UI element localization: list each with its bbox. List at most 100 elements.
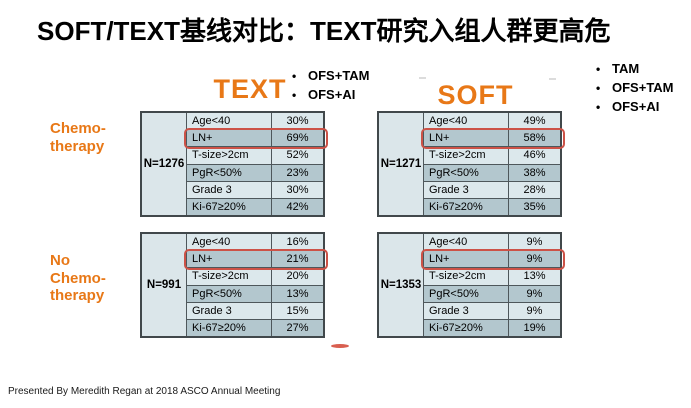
row-value: 13% bbox=[508, 268, 560, 285]
row-label: T-size>2cm bbox=[192, 149, 249, 162]
treatment-list-text: • OFS+TAM • OFS+AI bbox=[292, 66, 370, 104]
footer-credit: Presented By Meredith Regan at 2018 ASCO… bbox=[8, 386, 281, 397]
treatment-item: • OFS+AI bbox=[596, 97, 674, 116]
row-label: Grade 3 bbox=[192, 183, 232, 196]
table-row: Ki-67≥20% 35% bbox=[424, 197, 560, 216]
row-label: Ki-67≥20% bbox=[192, 321, 246, 334]
group-label-line: No bbox=[50, 252, 70, 269]
table-row: PgR<50% 9% bbox=[424, 284, 560, 302]
table-row: Ki-67≥20% 42% bbox=[187, 197, 323, 216]
table-row: Age<40 30% bbox=[187, 113, 323, 130]
n-label: N=1353 bbox=[379, 234, 424, 336]
group-label-line: Chemo- bbox=[50, 120, 106, 137]
row-value: 35% bbox=[508, 198, 560, 216]
table-row: LN+ 58% bbox=[421, 127, 565, 149]
row-label: T-size>2cm bbox=[429, 149, 486, 162]
n-label: N=1276 bbox=[142, 113, 187, 215]
row-value: 49% bbox=[508, 113, 560, 130]
table-row: T-size>2cm 52% bbox=[187, 146, 323, 164]
row-label: Ki-67≥20% bbox=[192, 200, 246, 213]
row-value: 30% bbox=[271, 113, 323, 130]
treatment-label: OFS+TAM bbox=[612, 80, 674, 95]
row-value: 21% bbox=[271, 251, 323, 268]
treatment-label: TAM bbox=[612, 61, 640, 76]
smudge-mark bbox=[419, 77, 426, 79]
row-value: 42% bbox=[271, 198, 323, 216]
row-value: 23% bbox=[271, 164, 323, 181]
row-value: 28% bbox=[508, 181, 560, 198]
row-value: 27% bbox=[271, 319, 323, 337]
row-label: Age<40 bbox=[429, 236, 468, 249]
table-soft-chemotherapy: N=1271 Age<40 49% LN+ 58% T-size>2cm 46% PgR<50… bbox=[377, 111, 565, 217]
row-label: T-size>2cm bbox=[192, 270, 249, 283]
row-value: 15% bbox=[271, 302, 323, 319]
row-value: 13% bbox=[271, 285, 323, 302]
row-value: 69% bbox=[271, 130, 323, 147]
row-value: 58% bbox=[508, 130, 560, 147]
table-rows: Age<40 9% LN+ 9% T-size>2cm 13% PgR<50% 9% Grade… bbox=[421, 234, 565, 337]
row-label: LN+ bbox=[192, 132, 213, 145]
row-label: PgR<50% bbox=[192, 166, 242, 179]
n-label: N=991 bbox=[142, 234, 187, 336]
table-row: Grade 3 15% bbox=[187, 301, 323, 319]
table-rows: Age<40 16% LN+ 21% T-size>2cm 20% PgR<50% 13% Gr… bbox=[184, 234, 328, 337]
row-label: PgR<50% bbox=[429, 166, 479, 179]
treatment-label: OFS+AI bbox=[612, 99, 660, 114]
treatment-label: OFS+AI bbox=[308, 87, 356, 102]
row-label: Grade 3 bbox=[429, 183, 469, 196]
table-rows: Age<40 49% LN+ 58% T-size>2cm 46% PgR<50% 38% Gr… bbox=[421, 113, 565, 216]
row-value: 9% bbox=[508, 251, 560, 268]
group-label-no-chemotherapy: No Chemo- therapy bbox=[50, 252, 106, 305]
table-row: Age<40 9% bbox=[424, 234, 560, 251]
treatment-label: OFS+TAM bbox=[308, 68, 370, 83]
row-value: 16% bbox=[271, 234, 323, 251]
bullet-icon: • bbox=[596, 80, 601, 95]
n-label: N=1271 bbox=[379, 113, 424, 215]
row-label: Ki-67≥20% bbox=[429, 321, 483, 334]
bullet-icon: • bbox=[596, 99, 601, 114]
treatment-item: • OFS+AI bbox=[292, 85, 370, 104]
table-row: T-size>2cm 46% bbox=[424, 146, 560, 164]
row-value: 38% bbox=[508, 164, 560, 181]
table-soft-no-chemotherapy: N=1353 Age<40 9% LN+ 9% T-size>2cm 13% PgR<50% 9… bbox=[377, 232, 565, 338]
row-value: 52% bbox=[271, 147, 323, 164]
row-label: PgR<50% bbox=[429, 287, 479, 300]
bullet-icon: • bbox=[596, 61, 601, 76]
slide-title: SOFT/TEXT基线对比：TEXT研究入组人群更高危 bbox=[37, 16, 611, 46]
table-text-chemotherapy: N=1276 Age<40 30% LN+ 69% T-size>2cm 52% PgR<50… bbox=[140, 111, 328, 217]
row-label: PgR<50% bbox=[192, 287, 242, 300]
table-row: T-size>2cm 13% bbox=[424, 267, 560, 285]
table-row: T-size>2cm 20% bbox=[187, 267, 323, 285]
treatment-list-soft: • TAM • OFS+TAM • OFS+AI bbox=[596, 59, 674, 116]
row-label: T-size>2cm bbox=[429, 270, 486, 283]
table-row: Age<40 49% bbox=[424, 113, 560, 130]
table-row: Ki-67≥20% 19% bbox=[424, 318, 560, 337]
smudge-mark bbox=[549, 78, 556, 80]
table-row: Grade 3 28% bbox=[424, 180, 560, 198]
table-row: Ki-67≥20% 27% bbox=[187, 318, 323, 337]
row-label: LN+ bbox=[429, 253, 450, 266]
row-value: 30% bbox=[271, 181, 323, 198]
table-row: LN+ 9% bbox=[421, 248, 565, 270]
table-rows: Age<40 30% LN+ 69% T-size>2cm 52% PgR<50% 23% Gr… bbox=[184, 113, 328, 216]
treatment-item: • OFS+TAM bbox=[292, 66, 370, 85]
bullet-icon: • bbox=[292, 68, 297, 83]
row-label: Grade 3 bbox=[192, 304, 232, 317]
row-label: Ki-67≥20% bbox=[429, 200, 483, 213]
table-row: LN+ 21% bbox=[184, 248, 328, 270]
row-label: Grade 3 bbox=[429, 304, 469, 317]
table-text-no-chemotherapy: N=991 Age<40 16% LN+ 21% T-size>2cm 20% PgR<50%… bbox=[140, 232, 328, 338]
table-row: PgR<50% 13% bbox=[187, 284, 323, 302]
column-header-soft-study: SOFT bbox=[437, 80, 514, 110]
row-label: Age<40 bbox=[192, 115, 231, 128]
table-row: PgR<50% 23% bbox=[187, 163, 323, 181]
column-header-text-study: TEXT bbox=[213, 74, 287, 104]
table-row: Grade 3 30% bbox=[187, 180, 323, 198]
group-label-chemotherapy: Chemo- therapy bbox=[50, 120, 106, 155]
row-value: 20% bbox=[271, 268, 323, 285]
table-row: Grade 3 9% bbox=[424, 301, 560, 319]
table-row: LN+ 69% bbox=[184, 127, 328, 149]
row-label: Age<40 bbox=[429, 115, 468, 128]
row-value: 46% bbox=[508, 147, 560, 164]
treatment-item: • OFS+TAM bbox=[596, 78, 674, 97]
